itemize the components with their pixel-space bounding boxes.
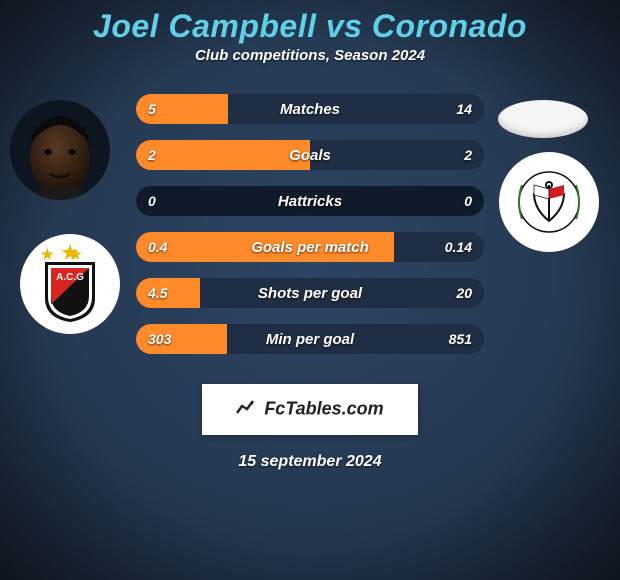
- stat-label: Matches: [136, 94, 484, 124]
- stat-row: 4.520Shots per goal: [136, 278, 484, 308]
- stat-label: Goals per match: [136, 232, 484, 262]
- brand-box: FcTables.com: [202, 384, 417, 435]
- stat-row: 00Hattricks: [136, 186, 484, 216]
- club-left-badge: A.C.G: [20, 234, 120, 334]
- page-title: Joel Campbell vs Coronado: [0, 8, 620, 45]
- comparison-panel: A.C.G: [0, 94, 620, 364]
- player-left-avatar: [10, 100, 110, 200]
- date-text: 15 september 2024: [0, 453, 620, 471]
- stat-label: Min per goal: [136, 324, 484, 354]
- stat-row: 22Goals: [136, 140, 484, 170]
- brand-text: FcTables.com: [264, 398, 383, 418]
- stat-row: 303851Min per goal: [136, 324, 484, 354]
- svg-text:A.C.G: A.C.G: [56, 272, 84, 283]
- stat-bars: 514Matches 22Goals 00Hattricks 0.40.14Goals…: [136, 94, 484, 354]
- stat-label: Hattricks: [136, 186, 484, 216]
- stat-row: 514Matches: [136, 94, 484, 124]
- stat-label: Goals: [136, 140, 484, 170]
- club-right-badge: [499, 152, 599, 252]
- player-right-avatar-placeholder: [498, 100, 588, 138]
- brand-icon: [236, 398, 258, 421]
- subtitle: Club competitions, Season 2024: [0, 47, 620, 64]
- stat-label: Shots per goal: [136, 278, 484, 308]
- stat-row: 0.40.14Goals per match: [136, 232, 484, 262]
